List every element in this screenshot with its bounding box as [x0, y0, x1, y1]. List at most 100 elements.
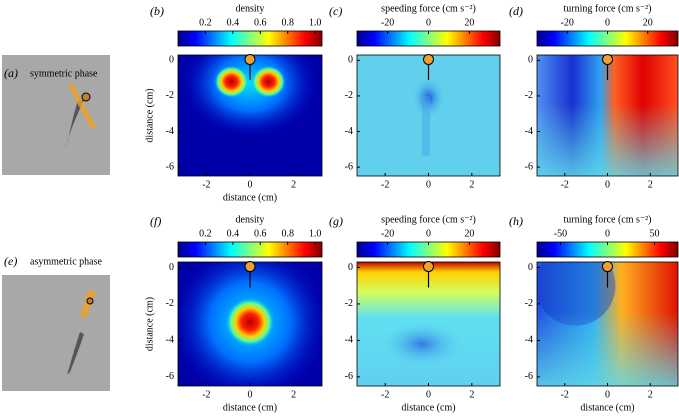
- colorbar-tick-label: 0: [426, 17, 431, 28]
- panel-label: (c): [329, 4, 342, 18]
- photo-e: [2, 275, 110, 391]
- y-tick-label: -6: [345, 371, 353, 382]
- fish-marker: [244, 53, 256, 65]
- y-tick-label: -2: [525, 90, 533, 101]
- y-axis-label: distance (cm): [144, 297, 155, 351]
- colorbar-tick-label: 0: [426, 228, 431, 239]
- colorbar-tick-label: -20: [561, 17, 574, 28]
- x-axis-label: distance (cm): [223, 402, 277, 413]
- colorbar-tick-label: 1.0: [309, 228, 322, 239]
- spot: [382, 322, 462, 367]
- spot: [422, 95, 430, 156]
- glow: [180, 55, 320, 139]
- x-tick-label: -2: [202, 389, 210, 400]
- colorbar-title: speeding force (cm s⁻²): [381, 3, 476, 14]
- y-tick-label: -6: [166, 161, 174, 172]
- colorbar-tick-label: -20: [381, 228, 394, 239]
- colorbar-title: speeding force (cm s⁻²): [381, 214, 476, 225]
- y-tick-label: -4: [525, 335, 533, 346]
- colorbar: [177, 241, 323, 258]
- colorbar-tick-label: 0.2: [199, 228, 212, 239]
- colorbar-tick-label: 1.0: [309, 17, 322, 28]
- y-tick-label: -4: [525, 126, 533, 137]
- fish-marker: [423, 53, 434, 65]
- blob: [251, 65, 286, 98]
- y-tick-label: 0: [348, 262, 353, 273]
- panel-label: (f): [150, 214, 161, 228]
- y-tick-label: -2: [345, 298, 353, 309]
- y-tick-label: 0: [169, 55, 174, 66]
- panel-label: (g): [329, 214, 343, 228]
- y-tick-label: -6: [166, 371, 174, 382]
- y-tick-label: -4: [345, 126, 353, 137]
- x-tick-label: 0: [605, 389, 610, 400]
- colorbar-tick-label: -20: [381, 17, 394, 28]
- fish-marker: [602, 261, 613, 273]
- x-axis-label: distance (cm): [401, 402, 455, 413]
- colorbar-tick-label: 0.4: [227, 17, 240, 28]
- y-tick-label: -6: [525, 371, 533, 382]
- phase-label: symmetric phase: [30, 68, 98, 79]
- blob: [226, 298, 274, 347]
- x-tick-label: -2: [202, 179, 210, 190]
- y-tick-label: -2: [525, 298, 533, 309]
- blob: [214, 65, 249, 98]
- x-tick-label: 0: [426, 179, 431, 190]
- panel-label: (d): [509, 4, 523, 18]
- x-tick-label: -2: [381, 389, 389, 400]
- colorbar-tick-label: 0.6: [254, 17, 267, 28]
- y-tick-label: 0: [528, 55, 533, 66]
- colorbar-title: density: [236, 214, 265, 225]
- y-tick-label: -4: [166, 335, 174, 346]
- heatmap: [178, 55, 322, 176]
- panel-label: (h): [509, 214, 523, 228]
- colorbar-tick-label: 50: [650, 228, 660, 239]
- colorbar-title: turning force (cm s⁻²): [564, 3, 652, 14]
- fish-marker: [244, 261, 256, 273]
- y-tick-label: -2: [166, 90, 174, 101]
- panel-label: (e): [4, 254, 17, 268]
- colorbar-tick-label: 0.2: [199, 17, 212, 28]
- x-tick-label: 2: [469, 179, 474, 190]
- y-tick-label: -4: [166, 126, 174, 137]
- y-tick-label: 0: [528, 262, 533, 273]
- x-tick-label: 2: [291, 389, 296, 400]
- y-axis-label: distance (cm): [144, 88, 155, 142]
- colorbar-tick-label: 0.6: [254, 228, 267, 239]
- colorbar: [177, 30, 323, 47]
- x-tick-label: 0: [248, 389, 253, 400]
- colorbar-tick-label: 20: [464, 17, 474, 28]
- y-tick-label: -6: [525, 161, 533, 172]
- x-tick-label: -2: [381, 179, 389, 190]
- colorbar-tick-label: 20: [643, 17, 653, 28]
- colorbar-tick-label: 0: [605, 228, 610, 239]
- y-tick-label: -2: [345, 90, 353, 101]
- colorbar-tick-label: 20: [464, 228, 474, 239]
- panel-label: (b): [150, 4, 164, 18]
- x-tick-label: 0: [248, 179, 253, 190]
- x-tick-label: 0: [426, 389, 431, 400]
- colorbar-tick-label: -50: [554, 228, 567, 239]
- x-tick-label: 2: [291, 179, 296, 190]
- x-axis-label: distance (cm): [223, 192, 277, 203]
- y-tick-label: -6: [345, 161, 353, 172]
- x-tick-label: 0: [605, 179, 610, 190]
- colorbar-title: turning force (cm s⁻²): [564, 214, 652, 225]
- y-tick-label: 0: [348, 55, 353, 66]
- photo-a: [2, 55, 110, 175]
- colorbar-tick-label: 0.8: [281, 228, 294, 239]
- fish-marker: [423, 261, 434, 273]
- colorbar-title: density: [236, 3, 265, 14]
- colorbar-tick-label: 0.4: [227, 228, 240, 239]
- x-tick-label: 2: [648, 389, 653, 400]
- y-tick-label: -4: [345, 335, 353, 346]
- phase-label: asymmetric phase: [30, 256, 102, 267]
- colorbar-tick-label: 0.8: [281, 17, 294, 28]
- x-tick-label: -2: [561, 179, 569, 190]
- x-tick-label: 2: [648, 179, 653, 190]
- y-tick-label: -2: [166, 298, 174, 309]
- fish-marker: [602, 53, 613, 65]
- colorbar-tick-label: 0: [605, 17, 610, 28]
- x-tick-label: 2: [469, 389, 474, 400]
